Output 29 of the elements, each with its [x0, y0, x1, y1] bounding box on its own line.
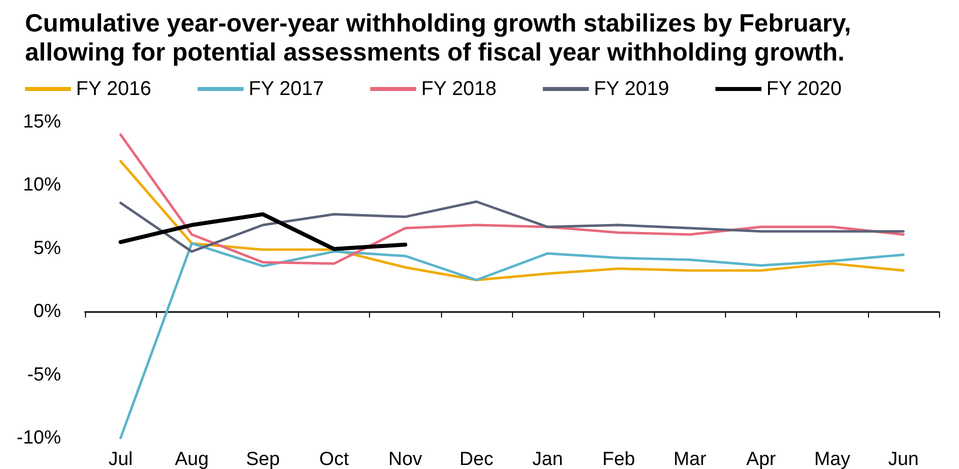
x-tick-label: Jul: [108, 449, 133, 469]
line-series: [119, 242, 905, 440]
line-series: [119, 133, 905, 265]
x-tick-label: Feb: [602, 449, 636, 469]
y-tick-label: -5%: [27, 364, 62, 386]
line-series: [119, 160, 905, 282]
x-tick-label: Apr: [746, 449, 777, 469]
legend-label: FY 2017: [248, 78, 324, 100]
y-tick-label: 15%: [22, 112, 62, 132]
legend-label: FY 2020: [766, 78, 842, 100]
x-tick-label: Nov: [388, 449, 423, 469]
x-tick-label: Aug: [174, 449, 209, 469]
x-tick-label: Dec: [460, 449, 494, 469]
x-tick-label: Mar: [674, 449, 707, 469]
legend-label: FY 2016: [76, 78, 152, 100]
y-tick-label: -10%: [16, 428, 62, 448]
x-tick-label: Sep: [246, 449, 280, 469]
x-tick-label: Oct: [319, 449, 350, 469]
legend-label: FY 2018: [421, 78, 496, 100]
y-tick-label: 10%: [22, 174, 62, 196]
y-tick-label: 0%: [34, 301, 62, 322]
x-tick-label: May: [814, 449, 851, 469]
x-tick-label: Jan: [532, 449, 563, 469]
x-tick-label: Jun: [888, 449, 919, 469]
chart-title: Cumulative year-over-year withholding growth stabilizes by February, allowing for potential assessments of fiscal year withholding growth.: [25, 10, 852, 66]
legend-label: FY 2019: [594, 78, 670, 100]
line-series: [118, 212, 408, 252]
line-series: [119, 200, 905, 253]
y-tick-label: 5%: [34, 238, 62, 259]
